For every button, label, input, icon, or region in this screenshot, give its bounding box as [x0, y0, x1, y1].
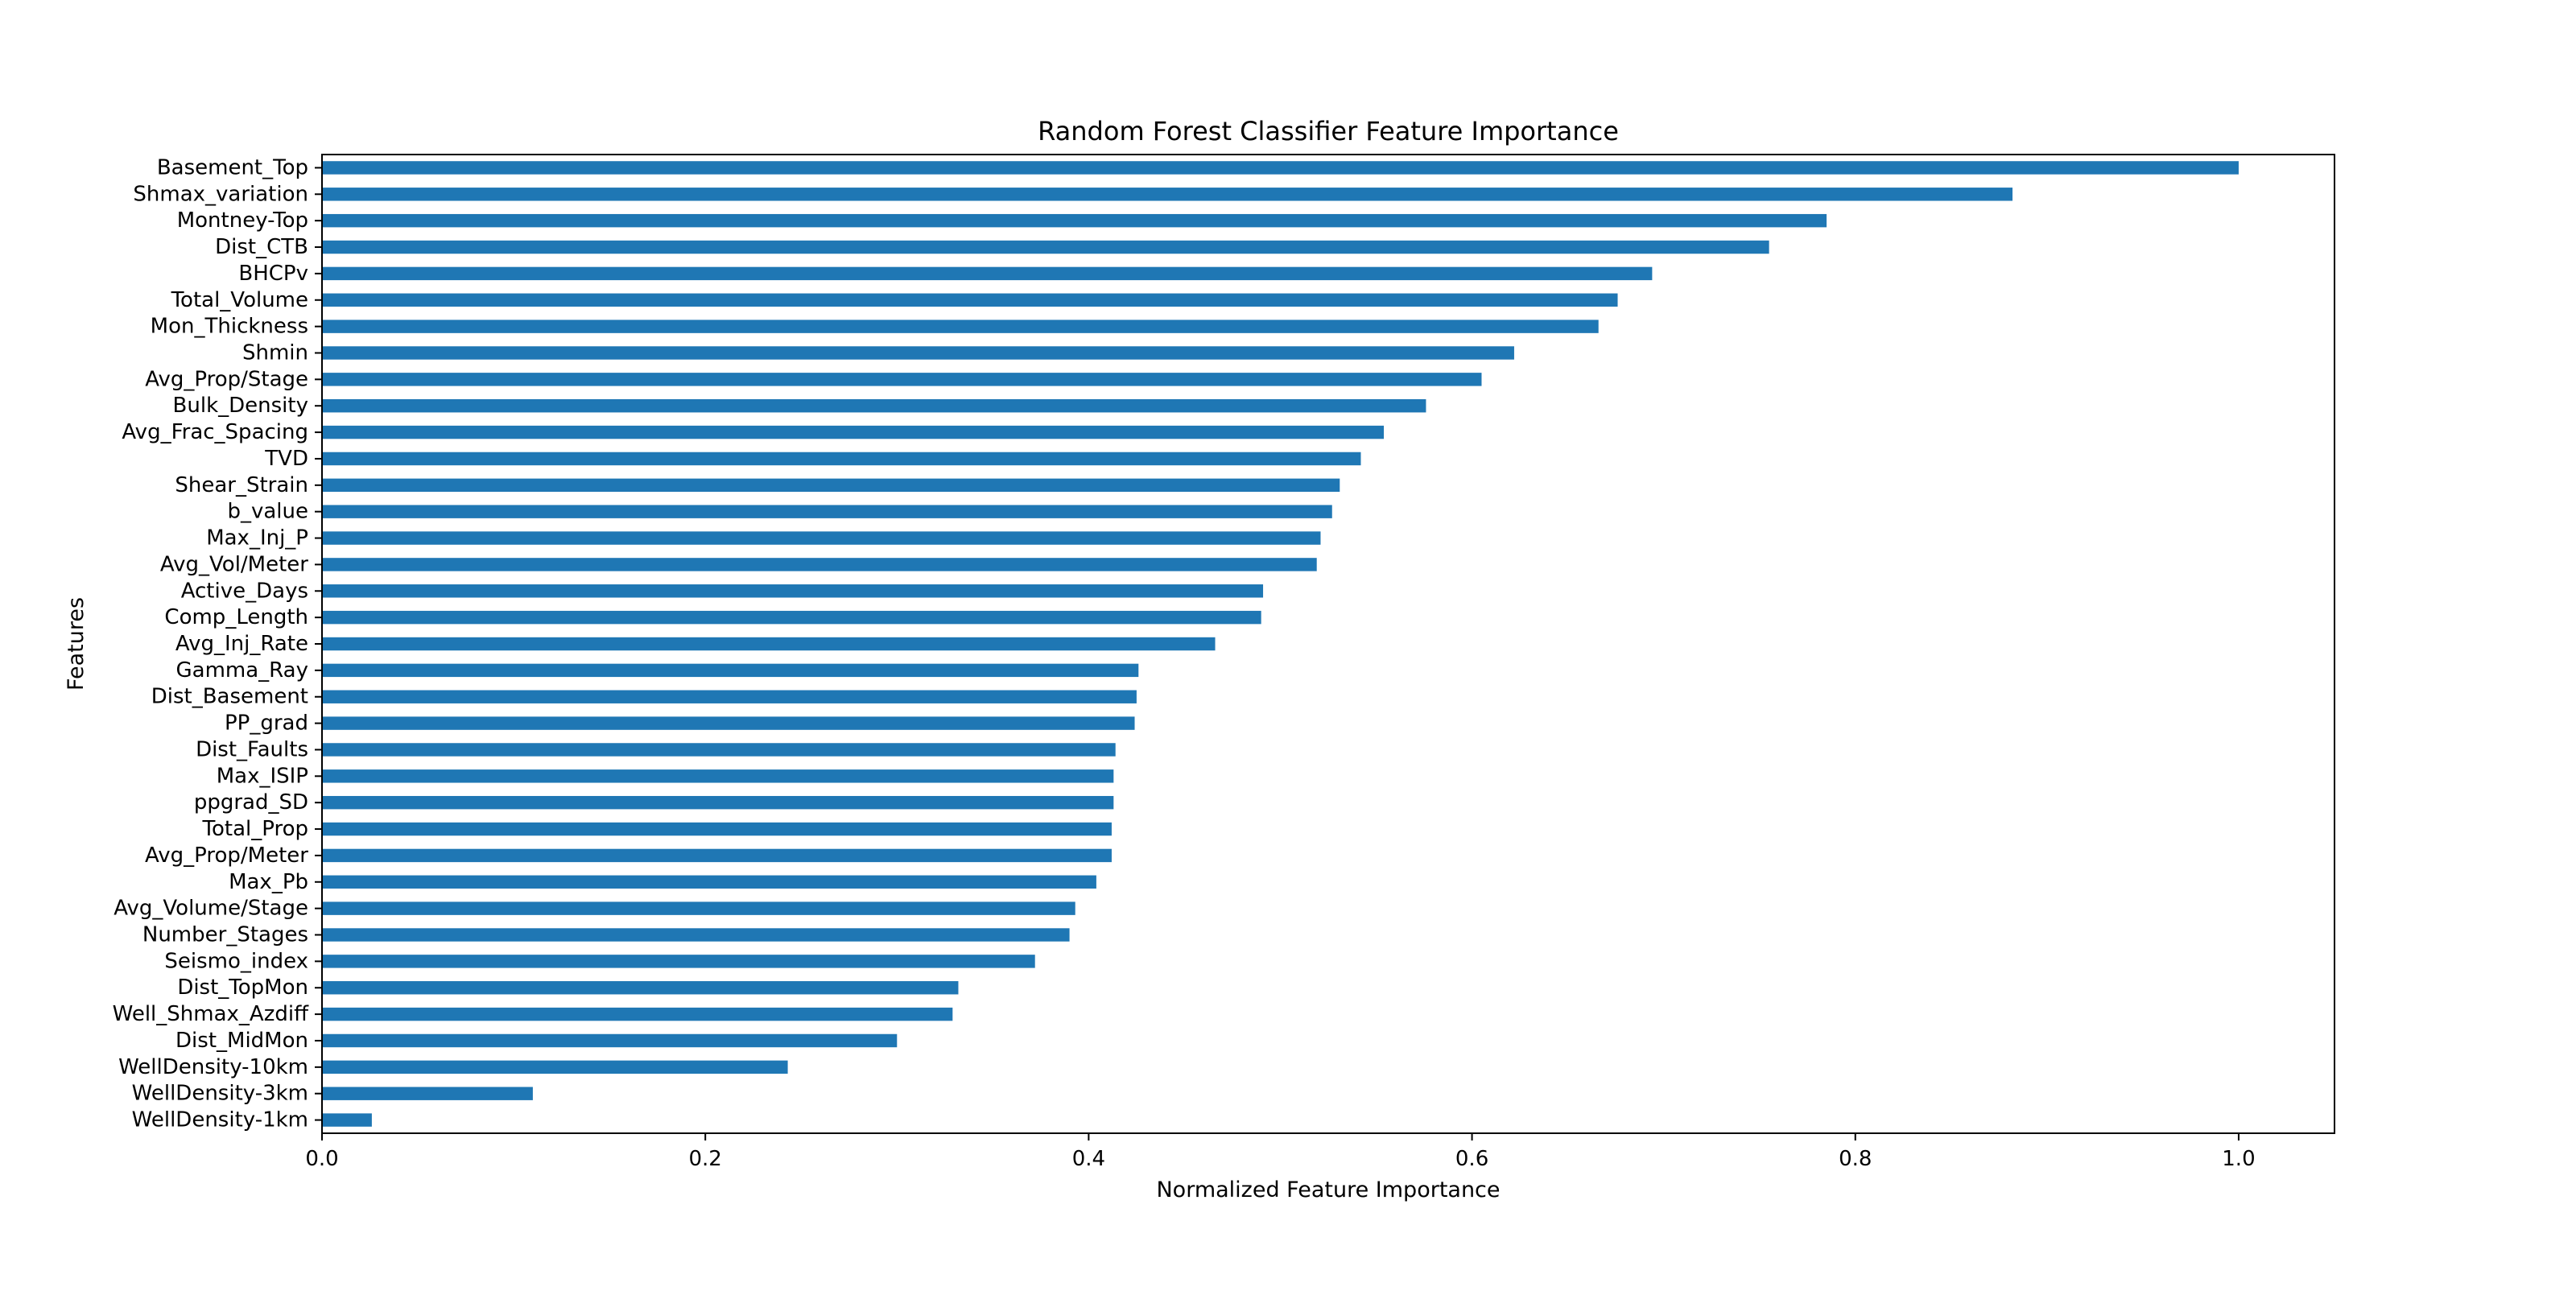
- y-tick-label: ppgrad_SD: [194, 790, 308, 815]
- y-tick-label: Total_Prop: [202, 817, 308, 841]
- bar-Avg_Vol/Meter: [322, 558, 1317, 571]
- y-tick-label: BHCPv: [238, 262, 308, 286]
- bar-Dist_CTB: [322, 240, 1769, 254]
- bar-Max_ISIP: [322, 769, 1114, 783]
- y-tick-label: Basement_Top: [157, 155, 308, 179]
- y-tick-label: Mon_Thickness: [151, 315, 308, 339]
- bar-ppgrad_SD: [322, 795, 1114, 810]
- y-tick-label: b_value: [227, 500, 308, 524]
- bar-TVD: [322, 452, 1361, 466]
- y-tick-label: WellDensity-1km: [132, 1108, 308, 1132]
- y-tick-label: Max_Pb: [229, 870, 308, 894]
- y-tick-label: Shear_Strain: [175, 473, 308, 497]
- x-tick-label: 0.2: [689, 1147, 722, 1171]
- y-tick-label: Comp_Length: [164, 605, 308, 629]
- bar-Avg_Volume/Stage: [322, 901, 1075, 915]
- y-axis-label: Features: [64, 597, 89, 691]
- bar-b_value: [322, 505, 1332, 518]
- bar-Shmax_variation: [322, 188, 2013, 201]
- y-tick-label: PP_grad: [225, 711, 308, 736]
- y-tick-label: Max_ISIP: [217, 764, 308, 788]
- y-tick-label: Avg_Vol/Meter: [160, 552, 308, 576]
- x-axis-label: Normalized Feature Importance: [1156, 1178, 1500, 1202]
- y-tick-label: Total_Volume: [171, 288, 308, 312]
- x-axis: 0.0 0.2 0.4 0.6 0.8 1.0: [305, 1133, 2256, 1171]
- y-tick-label: Dist_Faults: [196, 737, 308, 761]
- bar-Shear_Strain: [322, 478, 1340, 493]
- bar-Number_Stages: [322, 928, 1070, 942]
- bar-Bulk_Density: [322, 399, 1426, 413]
- y-tick-label: WellDensity-3km: [132, 1082, 308, 1106]
- y-tick-label: Dist_TopMon: [177, 975, 308, 1000]
- bar-WellDensity-3km: [322, 1087, 533, 1100]
- bar-Max_Pb: [322, 875, 1096, 889]
- y-tick-label: Avg_Prop/Meter: [145, 843, 308, 868]
- bar-Dist_Basement: [322, 690, 1137, 703]
- bar-Avg_Inj_Rate: [322, 637, 1216, 651]
- bar-Dist_MidMon: [322, 1033, 898, 1048]
- bar-WellDensity-10km: [322, 1060, 788, 1074]
- y-tick-label: Active_Days: [181, 579, 308, 603]
- y-tick-label: Gamma_Ray: [176, 658, 308, 683]
- y-tick-label: Montney-Top: [177, 208, 308, 233]
- bar-Gamma_Ray: [322, 663, 1139, 678]
- y-tick-label: WellDensity-10km: [118, 1055, 308, 1079]
- x-tick-label: 0.0: [305, 1147, 338, 1171]
- bar-Dist_TopMon: [322, 981, 959, 995]
- chart-title: Random Forest Classifier Feature Importa…: [1038, 116, 1619, 146]
- y-tick-label: Dist_CTB: [215, 235, 308, 259]
- bar-Mon_Thickness: [322, 320, 1599, 333]
- bar-Seismo_index: [322, 955, 1035, 968]
- y-tick-label: TVD: [264, 447, 308, 471]
- x-tick-label: 0.4: [1072, 1147, 1105, 1171]
- bar-Comp_Length: [322, 610, 1261, 625]
- bar-Avg_Frac_Spacing: [322, 425, 1385, 439]
- bar-Total_Volume: [322, 293, 1618, 307]
- bar-Montney-Top: [322, 213, 1827, 228]
- bar-WellDensity-1km: [322, 1113, 372, 1127]
- bars-layer: [322, 161, 2239, 1127]
- y-tick-label: Dist_Basement: [151, 685, 308, 709]
- bar-Active_Days: [322, 584, 1264, 598]
- bar-BHCPv: [322, 266, 1653, 281]
- y-tick-label: Dist_MidMon: [175, 1029, 308, 1053]
- y-tick-label: Avg_Volume/Stage: [114, 897, 308, 921]
- y-tick-label: Max_Inj_P: [206, 526, 308, 551]
- bar-Shmin: [322, 346, 1514, 360]
- y-tick-label: Avg_Frac_Spacing: [122, 420, 308, 444]
- bar-Max_Inj_P: [322, 531, 1321, 545]
- y-tick-label: Number_Stages: [142, 923, 308, 947]
- bar-Basement_Top: [322, 161, 2239, 175]
- y-tick-label: Shmin: [242, 340, 308, 365]
- bar-Well_Shmax_Azdiff: [322, 1007, 953, 1021]
- bar-Total_Prop: [322, 822, 1112, 836]
- bar-Dist_Faults: [322, 743, 1116, 757]
- y-tick-label: Avg_Inj_Rate: [175, 632, 308, 656]
- bar-Avg_Prop/Meter: [322, 848, 1112, 863]
- x-tick-label: 0.8: [1839, 1147, 1872, 1171]
- y-tick-label: Well_Shmax_Azdiff: [113, 1002, 309, 1026]
- y-tick-label: Bulk_Density: [173, 394, 308, 418]
- y-tick-label: Shmax_variation: [133, 182, 308, 206]
- y-axis: Basement_TopShmax_variationMontney-TopDi…: [113, 155, 322, 1132]
- bar-PP_grad: [322, 716, 1135, 730]
- y-tick-label: Avg_Prop/Stage: [145, 367, 308, 391]
- x-tick-label: 1.0: [2222, 1147, 2255, 1171]
- y-tick-label: Seismo_index: [164, 949, 308, 973]
- x-tick-label: 0.6: [1455, 1147, 1488, 1171]
- bar-Avg_Prop/Stage: [322, 373, 1482, 386]
